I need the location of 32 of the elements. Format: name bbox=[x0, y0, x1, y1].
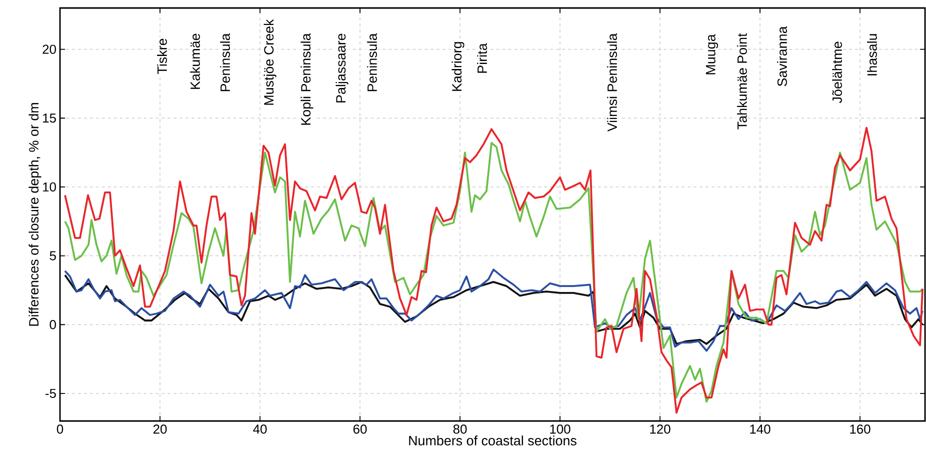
x-tick-label: 60 bbox=[353, 424, 367, 434]
annotation: Kopli Peninsula bbox=[300, 33, 314, 125]
annotation: Paljassaare bbox=[336, 34, 348, 102]
x-axis-title: Numbers of coastal sections bbox=[409, 436, 576, 446]
x-tick-label: 80 bbox=[453, 424, 467, 434]
annotation: Jõelähtme bbox=[832, 42, 842, 104]
x-tick-label: 100 bbox=[550, 424, 570, 434]
annotation: Viimsi Peninsula bbox=[607, 33, 617, 132]
annotation: Tahkumäe Point bbox=[737, 33, 747, 130]
y-axis-title: Differences of closure depth, % or dm bbox=[28, 103, 42, 326]
y-tick-label: 10 bbox=[43, 182, 56, 192]
y-tick-label: 0 bbox=[50, 320, 56, 330]
x-tick-label: 40 bbox=[253, 424, 267, 434]
x-tick-label: 20 bbox=[153, 424, 167, 434]
y-tick-label: 20 bbox=[42, 44, 56, 54]
annotation: Muuga bbox=[706, 34, 718, 74]
x-tick-label: 140 bbox=[750, 424, 770, 434]
x-tick-label: 120 bbox=[650, 424, 670, 434]
annotation: Peninsula bbox=[367, 33, 377, 92]
annotation: Saviranna bbox=[777, 26, 787, 86]
y-tick-label: -5 bbox=[46, 388, 56, 398]
x-tick-label: 0 bbox=[56, 424, 64, 434]
y-tick-label: 15 bbox=[43, 114, 56, 123]
annotation: Kadriorg bbox=[452, 42, 464, 91]
y-tick-label: 5 bbox=[50, 251, 56, 260]
annotation: Kakumäe bbox=[190, 34, 200, 89]
annotation: Peninsula bbox=[220, 33, 230, 92]
annotation: Pirita bbox=[477, 43, 487, 73]
x-tick-label: 160 bbox=[850, 424, 870, 434]
annotation: Mustjöe Creek bbox=[264, 19, 276, 105]
annotation: Tiskre bbox=[157, 38, 167, 74]
annotation: Ihasalu bbox=[867, 34, 877, 76]
